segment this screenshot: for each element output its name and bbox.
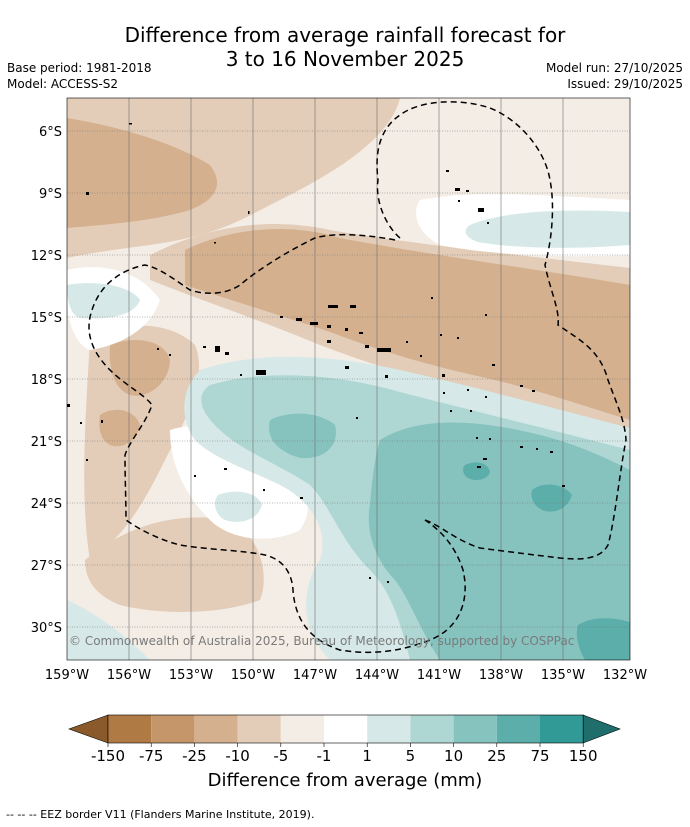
lon-label: 138°W (479, 668, 523, 683)
islands (67, 123, 565, 583)
field-teal-spot-1 (463, 462, 490, 480)
colorbar-swatch (453, 715, 497, 743)
colorbar-tick-label: 10 (444, 747, 463, 765)
title-line-2: 3 to 16 November 2025 (225, 47, 465, 71)
colorbar-frame (107, 714, 584, 744)
lon-label: 156°W (107, 668, 151, 683)
lon-label: 141°W (417, 668, 461, 683)
colorbar-swatch (410, 715, 454, 743)
colorbar-tick-label: 5 (406, 747, 416, 765)
lon-label: 153°W (169, 668, 213, 683)
colorbar-tick-label: -150 (91, 747, 125, 765)
lon-label: 150°W (231, 668, 275, 683)
model-run: Model run: 27/10/2025 (545, 61, 683, 75)
colorbar-tick-label: 150 (569, 747, 598, 765)
colorbar-swatch (194, 715, 238, 743)
map-credit: © Commonwealth of Australia 2025, Bureau… (69, 634, 575, 648)
field-teal-spot-2 (531, 484, 572, 512)
colorbar-tick-label: 25 (487, 747, 506, 765)
field-teal-small-west (214, 491, 262, 522)
colorbar-tick-label: -75 (139, 747, 164, 765)
lon-label: 159°W (45, 668, 89, 683)
field-central-band-dark (185, 228, 630, 420)
meta-left: Base period: 1981-2018 Model: ACCESS-S2 (7, 60, 152, 92)
title-line-1: Difference from average rainfall forecas… (124, 23, 566, 47)
eez-border-cook-islands (88, 233, 466, 654)
colorbar-title: Difference from average (mm) (207, 770, 483, 791)
issued-date: Issued: 29/10/2025 (567, 77, 683, 91)
lat-label: 15°S (31, 311, 62, 326)
field-teal-spot-3 (576, 618, 630, 660)
lon-label: 147°W (293, 668, 337, 683)
field-sw-lower-tan (85, 517, 264, 612)
field-sw-tan (84, 325, 200, 560)
field-teal-ne (465, 210, 630, 248)
eez-borders (88, 101, 627, 654)
field-teal-midwest-dark (269, 413, 336, 459)
colorbar-swatch (108, 715, 152, 743)
lat-label: 9°S (39, 187, 62, 202)
colorbar-tick-label: -5 (273, 747, 288, 765)
colorbar-swatch (496, 715, 540, 743)
colorbar-swatch (280, 715, 324, 743)
colorbar-tick-label: -10 (225, 747, 250, 765)
field-nw-dark (67, 118, 218, 228)
lat-label: 12°S (31, 249, 62, 264)
colorbar-tick-label: -25 (182, 747, 207, 765)
colorbar-swatch (367, 715, 411, 743)
colorbar-tick-label: 1 (362, 747, 372, 765)
rainfall-field (67, 98, 630, 660)
colorbar-swatch (68, 714, 109, 744)
field-teal-west (67, 283, 140, 319)
map-frame (66, 97, 631, 661)
lon-axis-labels: 159°W 156°W 153°W 150°W 147°W 144°W 141°… (45, 668, 647, 683)
colorbar-tick-label: -1 (317, 747, 332, 765)
colorbar: -150 -75 -25 -10 -5 -1 1 5 10 25 75 150 (68, 714, 621, 765)
colorbar-swatch (540, 715, 584, 743)
lat-axis-labels: 6°S 9°S 12°S 15°S 18°S 21°S 24°S 27°S 30… (31, 125, 62, 636)
colorbar-swatch (237, 715, 281, 743)
colorbar-swatch (582, 714, 621, 744)
model-name: Model: ACCESS-S2 (7, 77, 119, 91)
field-sw-dark-2 (99, 409, 140, 447)
lat-label: 6°S (39, 125, 62, 140)
lat-label: 27°S (31, 559, 62, 574)
lon-label: 135°W (541, 668, 585, 683)
lat-label: 30°S (31, 621, 62, 636)
lon-label: 132°W (603, 668, 647, 683)
meta-right: Model run: 27/10/2025 Issued: 29/10/2025 (546, 60, 683, 92)
chart-title: Difference from average rainfall forecas… (0, 23, 690, 71)
lon-label: 144°W (355, 668, 399, 683)
eez-border-french-polynesia (376, 101, 627, 560)
colorbar-swatch (324, 715, 368, 743)
lat-label: 21°S (31, 435, 62, 450)
lat-label: 18°S (31, 373, 62, 388)
colorbar-tick-label: 75 (530, 747, 549, 765)
lat-label: 24°S (31, 497, 62, 512)
field-teal-southeast-3 (368, 422, 630, 660)
eez-footnote: -- -- -- EEZ border V11 (Flanders Marine… (6, 808, 315, 821)
colorbar-swatch (151, 715, 195, 743)
base-period: Base period: 1981-2018 (7, 61, 152, 75)
